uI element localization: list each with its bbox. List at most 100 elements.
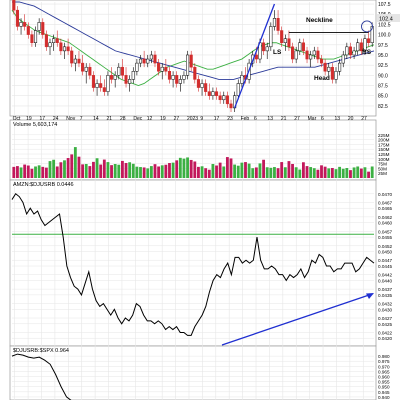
candle-body bbox=[124, 75, 128, 84]
volume-tick-label: 175M bbox=[378, 142, 390, 147]
candle-body bbox=[19, 22, 23, 27]
gridlines bbox=[12, 2, 374, 400]
candle-body bbox=[204, 83, 208, 92]
candle-body bbox=[77, 58, 81, 64]
volume-bar bbox=[291, 163, 294, 178]
x-tick-label: 27 bbox=[174, 116, 180, 122]
ma-fast-line bbox=[11, 9, 375, 86]
volume-bar bbox=[48, 161, 52, 178]
ratio2-panel bbox=[9, 345, 377, 400]
ratio-tick-label: 0.0465 bbox=[378, 206, 392, 211]
volume-bar bbox=[175, 160, 179, 178]
volume-bar bbox=[92, 161, 95, 178]
price-last-value: 102.4 bbox=[379, 17, 393, 23]
volume-bar bbox=[218, 162, 222, 178]
candle-body bbox=[102, 87, 106, 92]
volume-bar bbox=[189, 159, 193, 178]
volume-bar bbox=[178, 157, 182, 178]
volume-bar bbox=[110, 165, 113, 178]
ratio2-tick-label: 0.945 bbox=[378, 390, 390, 395]
volume-bar bbox=[146, 168, 150, 178]
candle-body bbox=[33, 30, 38, 43]
candle-body bbox=[44, 34, 48, 48]
volume-bar bbox=[222, 166, 226, 178]
ratio-tick-label: 0.0455 bbox=[378, 235, 392, 240]
volume-bar bbox=[334, 169, 338, 178]
candle-body bbox=[95, 83, 99, 88]
volume-bar bbox=[121, 160, 124, 178]
candle-body bbox=[367, 38, 371, 43]
volume-bar bbox=[102, 159, 106, 178]
candle-body bbox=[157, 62, 161, 72]
volume-bar bbox=[352, 167, 356, 178]
axis-labels: Oct 19 17 24 Nov 7 14 21 28 Dec 12 19 27 2023 9 17 23 Feb… bbox=[13, 2, 393, 400]
volume-bar bbox=[316, 169, 320, 178]
candle-body bbox=[363, 38, 367, 52]
candle-body bbox=[323, 62, 327, 72]
volume-bar bbox=[171, 162, 175, 178]
candle-body bbox=[214, 91, 219, 96]
volume-bar bbox=[330, 168, 334, 178]
volume-bar bbox=[323, 166, 327, 178]
volume-bar bbox=[251, 168, 255, 178]
ratio-tick-label: 0.0462 bbox=[378, 215, 392, 220]
candle-body bbox=[175, 75, 179, 84]
candle-body bbox=[348, 46, 353, 56]
x-tick-label: 27 bbox=[361, 116, 367, 122]
volume-bar bbox=[287, 161, 291, 178]
candle-body bbox=[113, 75, 117, 80]
ratio-trend-line bbox=[221, 293, 373, 346]
volume-bar bbox=[139, 167, 142, 178]
volume-bar bbox=[84, 163, 88, 178]
volume-tick-label: 200M bbox=[378, 138, 390, 143]
ratio-tick-label: 0.0450 bbox=[378, 250, 392, 255]
x-tick-label: Oct bbox=[13, 116, 21, 122]
volume-bar bbox=[26, 165, 30, 178]
breakout-highlight-circle bbox=[361, 20, 373, 33]
uptrend-line bbox=[234, 3, 276, 109]
volume-bar bbox=[149, 166, 153, 178]
volume-bar bbox=[233, 164, 237, 178]
ratio-tick-label: 0.0440 bbox=[378, 278, 392, 283]
volume-title: Volume 5,603,174 bbox=[13, 122, 57, 128]
volume-bar bbox=[34, 166, 37, 178]
volume-bar bbox=[356, 166, 360, 178]
volume-bar bbox=[37, 165, 41, 178]
candle-body bbox=[294, 50, 298, 60]
volume-bar bbox=[200, 166, 204, 178]
volume-bar bbox=[99, 164, 103, 178]
candle-body bbox=[70, 50, 74, 64]
x-tick-label: 17 bbox=[214, 116, 220, 122]
price-tick-label: 95.0 bbox=[378, 53, 388, 59]
volume-bar bbox=[265, 167, 269, 178]
x-tick-label: 9 bbox=[200, 116, 203, 122]
candle-body bbox=[138, 58, 143, 64]
candle-body bbox=[117, 66, 121, 76]
volume-bar bbox=[309, 167, 313, 178]
ratio-tick-label: 0.0467 bbox=[378, 200, 392, 205]
volume-tick-label: 75M bbox=[378, 162, 387, 167]
volume-bar bbox=[117, 164, 121, 178]
x-tick-label: 17 bbox=[39, 116, 45, 122]
candle-body bbox=[120, 66, 124, 76]
volume-bar bbox=[106, 162, 110, 178]
volume-bar bbox=[23, 164, 27, 178]
neckline-label: Neckline bbox=[306, 17, 333, 24]
candle-body bbox=[146, 58, 150, 64]
x-tick-label: 13 bbox=[267, 116, 273, 122]
volume-bar bbox=[164, 164, 168, 178]
candle-body bbox=[164, 66, 168, 72]
candle-body bbox=[48, 42, 52, 48]
volume-bar bbox=[247, 163, 251, 178]
candle-body bbox=[30, 34, 34, 43]
price-tick-label: 85.0 bbox=[378, 94, 388, 100]
volume-bar bbox=[131, 163, 135, 178]
volume-bar bbox=[338, 166, 342, 178]
candle-body bbox=[135, 62, 139, 72]
volume-tick-label: 225M bbox=[378, 133, 390, 138]
ratio-tick-label: 0.0435 bbox=[378, 293, 392, 298]
ratio-tick-label: 0.0452 bbox=[378, 244, 392, 249]
candle-body bbox=[207, 91, 211, 96]
volume-bar bbox=[70, 154, 74, 178]
